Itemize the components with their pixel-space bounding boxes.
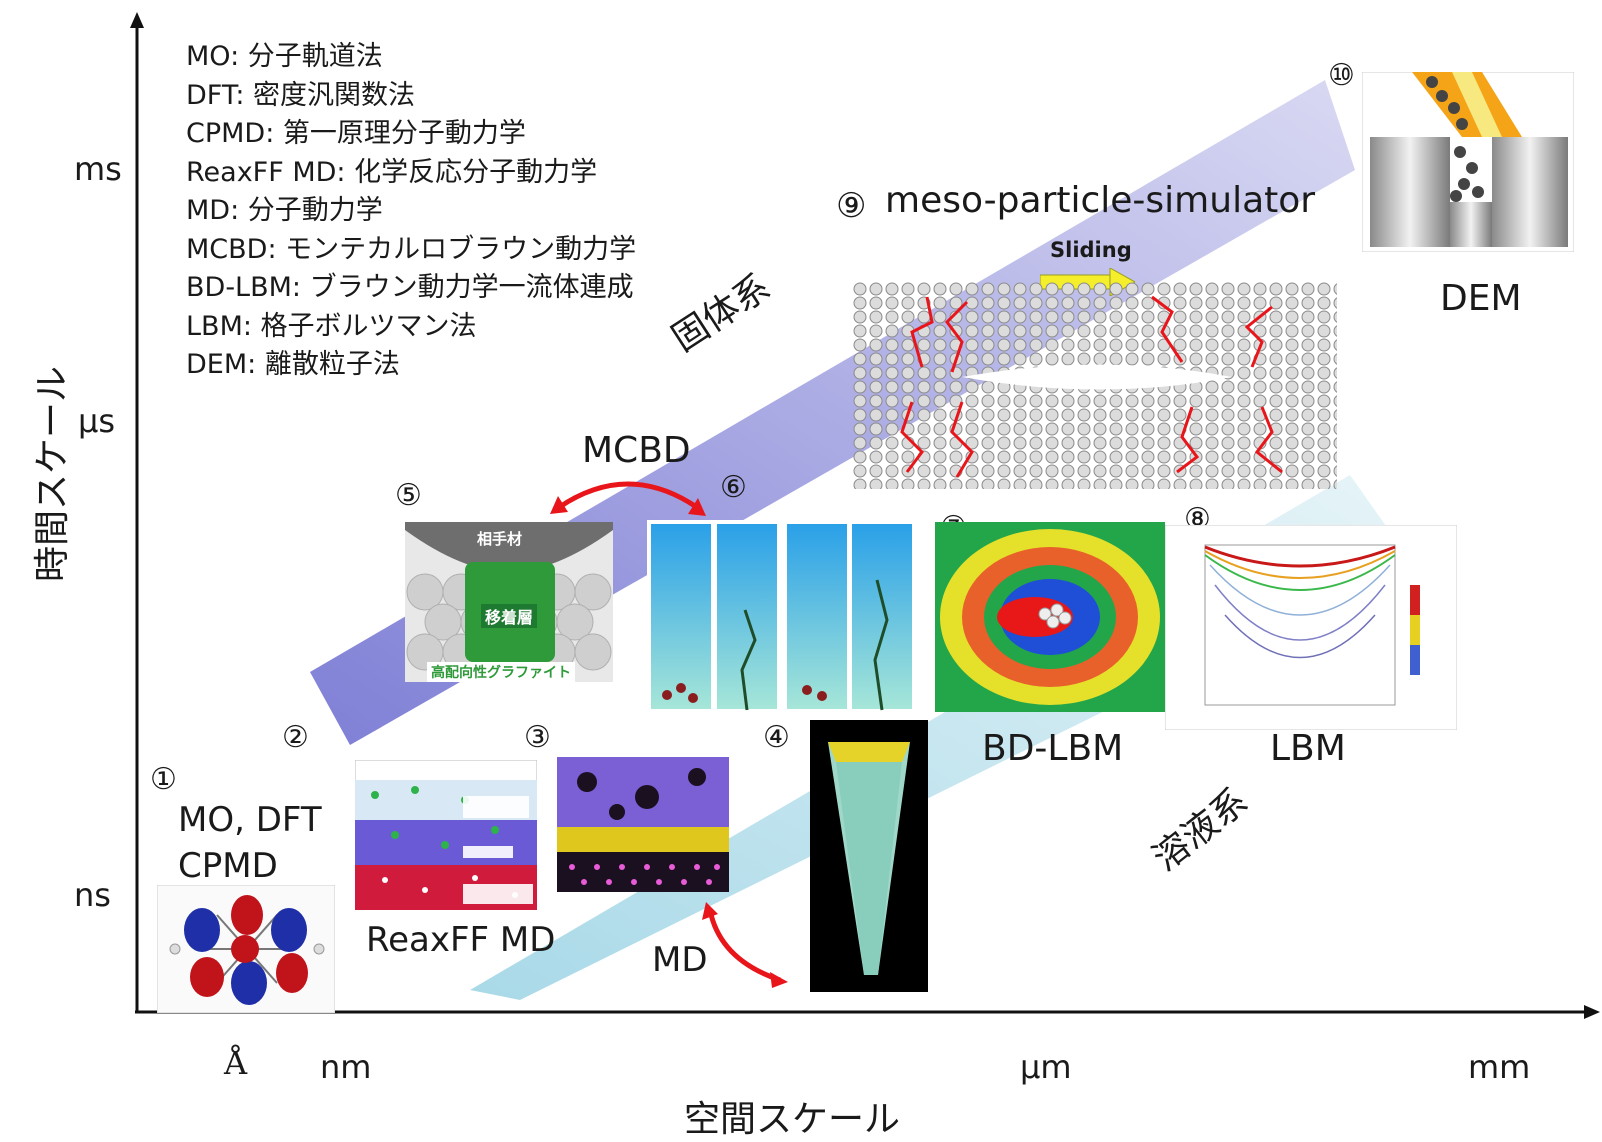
legend-item: MD: 分子動力学 bbox=[186, 195, 383, 226]
method-6-number: ⑥ bbox=[720, 470, 747, 505]
x-tick-mm: mm bbox=[1468, 1048, 1531, 1086]
legend-item: DFT: 密度汎関数法 bbox=[186, 79, 416, 111]
counter-material-label: 相手材 bbox=[477, 530, 523, 548]
graphite-transfer-image: 相手材 移着層 高配向性グラファイト bbox=[405, 522, 613, 682]
method-2-label: ReaxFF MD bbox=[366, 920, 556, 960]
method-5-number: ⑤ bbox=[395, 478, 422, 513]
hopg-label: 高配向性グラファイト bbox=[427, 662, 575, 682]
sliding-label: Sliding bbox=[1050, 238, 1132, 262]
x-axis-arrowhead bbox=[1584, 1005, 1600, 1019]
mcbd-connector-arrow bbox=[550, 481, 706, 516]
md-tip-image bbox=[810, 720, 928, 992]
legend-item: LBM: 格子ボルツマン法 bbox=[186, 310, 477, 342]
x-tick-um: μm bbox=[1020, 1048, 1072, 1086]
y-axis-title: 時間スケール bbox=[32, 366, 73, 583]
method-7-label: BD-LBM bbox=[982, 728, 1124, 769]
mcbd-columns-image bbox=[647, 520, 917, 715]
dem-image bbox=[1362, 72, 1574, 252]
method-8-label: LBM bbox=[1270, 728, 1346, 769]
legend-item: BD-LBM: ブラウン動力学一流体連成 bbox=[186, 272, 634, 303]
mcbd-connector-label: MCBD bbox=[582, 430, 691, 471]
method-3-number: ③ bbox=[524, 720, 551, 755]
y-tick-ns: ns bbox=[74, 876, 111, 914]
method-2-number: ② bbox=[282, 720, 309, 755]
lbm-contour-image bbox=[1165, 525, 1457, 730]
y-tick-us: μs bbox=[78, 402, 116, 440]
method-9-label: meso-particle-simulator bbox=[885, 180, 1316, 221]
meso-particle-image bbox=[852, 282, 1337, 489]
bd-lbm-field-image bbox=[935, 522, 1165, 712]
transfer-layer-label: 移着層 bbox=[481, 604, 538, 628]
molecular-orbital-image bbox=[157, 885, 335, 1013]
md-connector-arrow bbox=[702, 902, 788, 988]
x-tick-angstrom: Å bbox=[224, 1044, 248, 1082]
x-axis-title: 空間スケール bbox=[684, 1099, 901, 1140]
legend-item: MCBD: モンテカルロブラウン動力学 bbox=[186, 233, 637, 265]
md-connector-label: MD bbox=[652, 940, 708, 980]
method-10-number: ⑩ bbox=[1328, 58, 1355, 93]
method-1-label-line2: CPMD bbox=[178, 846, 278, 886]
md-interface-image bbox=[557, 757, 729, 892]
legend-item: ReaxFF MD: 化学反応分子動力学 bbox=[186, 156, 598, 188]
method-10-label: DEM bbox=[1440, 278, 1522, 319]
reaxff-simulation-image bbox=[355, 760, 537, 910]
y-tick-ms: ms bbox=[74, 150, 122, 188]
method-9-number: ⑨ bbox=[836, 186, 867, 226]
method-1-number: ① bbox=[150, 762, 177, 797]
legend-item: CPMD: 第一原理分子動力学 bbox=[186, 118, 526, 149]
legend-item: MO: 分子軌道法 bbox=[186, 41, 383, 72]
abbreviation-legend: MO: 分子軌道法 DFT: 密度汎関数法 CPMD: 第一原理分子動力学 Re… bbox=[186, 38, 636, 385]
method-4-number: ④ bbox=[763, 720, 790, 755]
legend-item: DEM: 離散粒子法 bbox=[186, 349, 400, 380]
y-axis-arrowhead bbox=[130, 12, 144, 28]
x-tick-nm: nm bbox=[320, 1048, 372, 1086]
method-1-label-line1: MO, DFT bbox=[178, 800, 322, 840]
